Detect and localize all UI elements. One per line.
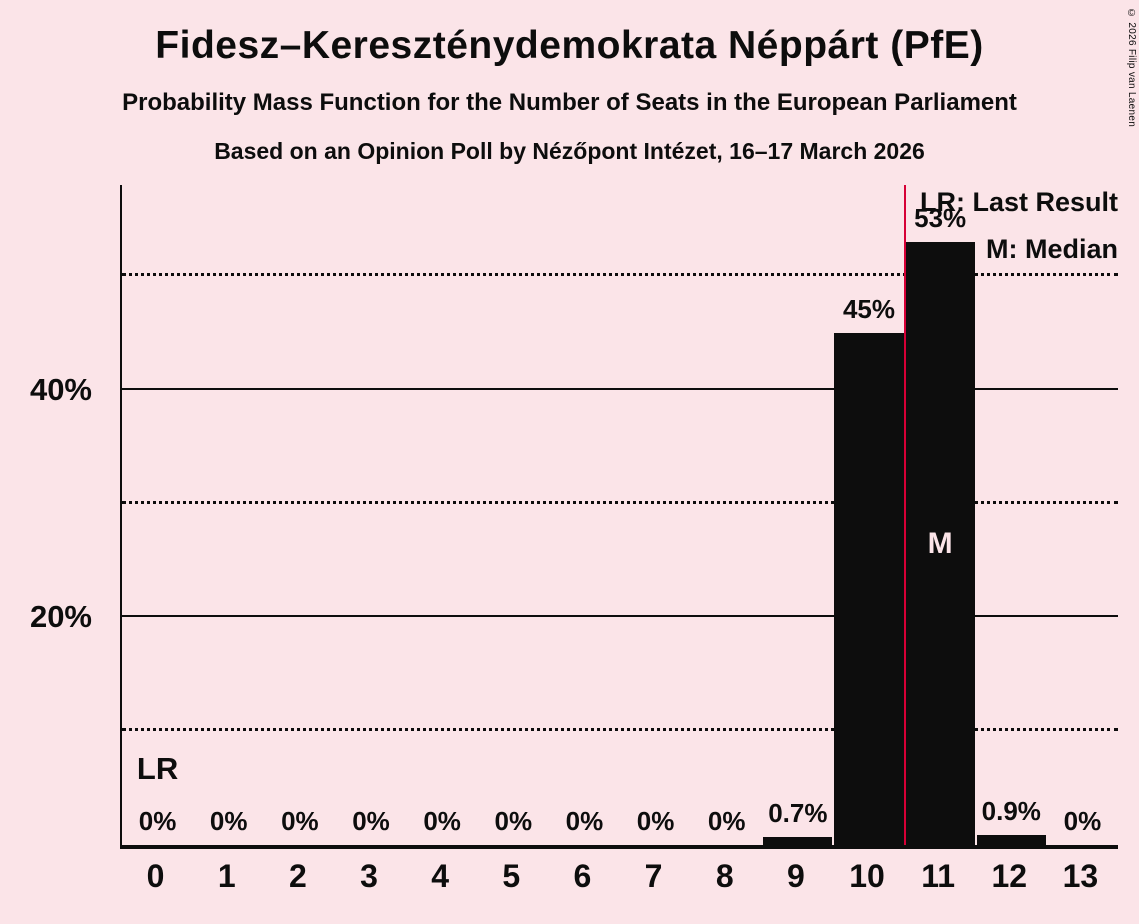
x-tick-13: 13 — [1062, 858, 1099, 894]
bar-value-label-8: 0% — [707, 806, 746, 836]
x-tick-10: 10 — [849, 858, 885, 894]
bar-value-label-12: 0.9% — [981, 795, 1041, 826]
bar-value-label-2: 0% — [281, 806, 319, 836]
x-tick-9: 9 — [786, 858, 805, 894]
x-tick-5: 5 — [502, 858, 521, 894]
x-tick-8: 8 — [715, 858, 734, 894]
y-tick-20: 20% — [29, 599, 92, 635]
bar-value-label-11: 53% — [914, 202, 967, 233]
x-tick-6: 6 — [573, 858, 592, 894]
plot-area: LR: Last Result M: Median 0% 0% 0% 0% 0% 0% 0%… — [120, 185, 1118, 849]
bar-value-label-7: 0% — [636, 806, 675, 836]
bar-value-label-9: 0.7% — [768, 798, 828, 829]
legend-median: M: Median — [986, 234, 1118, 264]
x-tick-12: 12 — [991, 858, 1028, 894]
x-tick-3: 3 — [360, 858, 378, 894]
bar-value-label-0: 0% — [138, 806, 177, 836]
gridline-dotted-50 — [122, 273, 1118, 277]
x-axis-labels: 0 1 2 3 4 5 6 7 8 9 10 11 12 13 — [120, 858, 1116, 918]
gridline-solid-20 — [122, 615, 1118, 618]
gridline-dotted-10 — [122, 728, 1118, 732]
gridline-dotted-30 — [122, 500, 1118, 504]
bar-value-label-10: 45% — [842, 293, 896, 324]
chart-title: Fidesz–Kereszténydemokrata Néppárt (PfE) — [155, 24, 984, 67]
x-tick-0: 0 — [146, 858, 165, 894]
x-tick-1: 1 — [217, 858, 236, 894]
x-tick-2: 2 — [288, 858, 307, 894]
bar-value-label-6: 0% — [565, 806, 604, 836]
x-tick-11: 11 — [921, 858, 956, 894]
bar-seat-11 — [905, 241, 975, 845]
copyright-notice: © 2026 Filip van Laenen — [1126, 8, 1137, 128]
y-axis-labels: 20% 40% — [0, 185, 108, 845]
chart-subtitle: Probability Mass Function for the Number… — [122, 89, 1017, 116]
bar-value-label-5: 0% — [494, 806, 533, 836]
x-tick-7: 7 — [644, 858, 663, 894]
legend-last-result: LR: Last Result — [919, 187, 1118, 217]
bar-value-label-4: 0% — [423, 806, 461, 836]
last-result-line — [903, 185, 906, 845]
bar-seat-10 — [834, 332, 904, 845]
legend: LR: Last Result M: Median — [920, 179, 1118, 273]
bar-seat-9 — [763, 837, 833, 845]
bar-value-label-3: 0% — [352, 806, 390, 836]
last-result-annotation: LR — [136, 751, 179, 786]
bar-seat-12 — [976, 834, 1046, 845]
bar-value-label-13: 0% — [1063, 806, 1102, 836]
chart-poll-source: Based on an Opinion Poll by Nézőpont Int… — [214, 138, 925, 164]
bar-value-label-1: 0% — [209, 806, 248, 836]
x-tick-4: 4 — [431, 858, 450, 894]
y-tick-40: 40% — [29, 371, 92, 407]
median-label: M — [927, 527, 953, 561]
gridline-solid-40 — [122, 387, 1118, 390]
